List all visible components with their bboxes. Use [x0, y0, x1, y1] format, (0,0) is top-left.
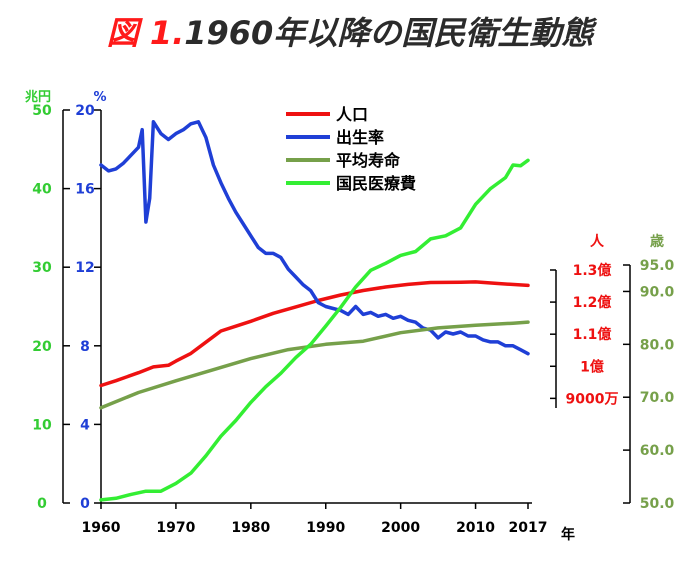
tick-label-money: 0	[37, 496, 47, 512]
axis-unit-age: 歳	[650, 233, 664, 250]
x-tick-label: 1960	[82, 520, 121, 536]
legend-label-3: 平均寿命	[336, 151, 401, 170]
x-tick-label: 2000	[381, 520, 420, 536]
tick-label-rate: 0	[80, 496, 90, 512]
tick-label-population: 1.3億	[573, 262, 612, 279]
series-line-1	[99, 280, 530, 388]
x-tick-label: 2010	[456, 520, 495, 536]
x-tick-label: 1970	[156, 520, 195, 536]
x-tick-label: 1980	[231, 520, 270, 536]
tick-label-rate: 4	[80, 417, 90, 433]
tick-label-population: 1億	[580, 358, 604, 375]
tick-label-money: 10	[32, 417, 52, 433]
x-axis-unit: 年	[561, 526, 575, 543]
series-line-3	[99, 320, 530, 410]
tick-label-age: 95.0	[640, 258, 675, 274]
tick-label-money: 20	[32, 339, 52, 355]
x-tick-label: 2017	[509, 520, 548, 536]
tick-label-population: 9000万	[566, 391, 619, 407]
tick-label-money: 40	[32, 182, 52, 198]
tick-label-age: 90.0	[640, 284, 675, 300]
tick-label-rate: 16	[75, 182, 94, 198]
series-line-2	[99, 120, 530, 356]
tick-label-age: 70.0	[640, 390, 675, 406]
series-lines-group	[99, 120, 530, 502]
legend-label-2: 出生率	[336, 128, 384, 147]
figure-label: 図 1.	[106, 14, 185, 52]
x-tick-label: 1990	[306, 520, 345, 536]
tick-label-rate: 20	[75, 103, 95, 119]
tick-label-money: 30	[32, 260, 52, 276]
title-text: 1960年以降の国民衛生動態	[184, 14, 594, 52]
axis-unit-population: 人	[590, 233, 605, 250]
tick-label-rate: 12	[75, 260, 94, 276]
tick-label-age: 50.0	[640, 496, 675, 512]
tick-label-money: 50	[32, 103, 52, 119]
legend-label-4: 国民医療費	[336, 174, 416, 193]
tick-label-population: 1.1億	[573, 326, 612, 343]
tick-label-age: 80.0	[640, 337, 675, 353]
legend-label-1: 人口	[336, 105, 368, 124]
axis-unit-money: 兆円	[25, 89, 51, 105]
axis-unit-rate: %	[93, 90, 106, 105]
series-line-4	[99, 158, 530, 502]
tick-label-age: 60.0	[640, 443, 675, 459]
tick-label-rate: 8	[80, 339, 90, 355]
tick-label-population: 1.2億	[573, 294, 612, 311]
chart-title: 図 1.1960年以降の国民衛生動態	[0, 8, 700, 54]
